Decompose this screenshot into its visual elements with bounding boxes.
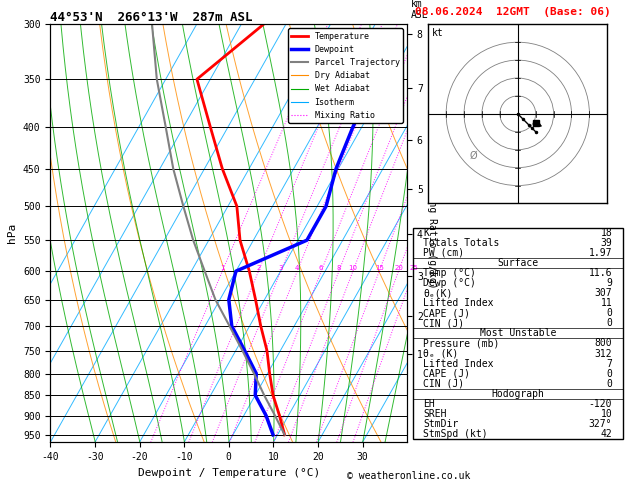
Text: 0: 0 [606, 308, 612, 318]
Text: Temp (°C): Temp (°C) [423, 268, 476, 278]
Text: 0: 0 [606, 379, 612, 389]
Text: CIN (J): CIN (J) [423, 379, 464, 389]
Text: 307: 307 [594, 288, 612, 298]
Text: 800: 800 [594, 338, 612, 348]
Text: Pressure (mb): Pressure (mb) [423, 338, 499, 348]
Text: PW (cm): PW (cm) [423, 248, 464, 258]
Text: CIN (J): CIN (J) [423, 318, 464, 329]
Text: Dewp (°C): Dewp (°C) [423, 278, 476, 288]
Text: Ø: Ø [469, 151, 477, 161]
Text: kt: kt [431, 28, 443, 38]
Text: Surface: Surface [497, 258, 538, 268]
Text: Totals Totals: Totals Totals [423, 238, 499, 248]
Text: 312: 312 [594, 348, 612, 359]
Text: StmDir: StmDir [423, 419, 459, 429]
Text: 0: 0 [606, 369, 612, 379]
Text: CAPE (J): CAPE (J) [423, 308, 470, 318]
Text: 2: 2 [256, 265, 260, 271]
Text: 4: 4 [295, 265, 299, 271]
Text: StmSpd (kt): StmSpd (kt) [423, 429, 488, 439]
Text: EH: EH [423, 399, 435, 409]
Text: Most Unstable: Most Unstable [479, 329, 556, 338]
Text: 25: 25 [409, 265, 418, 271]
Text: 1: 1 [220, 265, 225, 271]
Text: 8: 8 [337, 265, 341, 271]
Text: K: K [423, 228, 429, 238]
Text: 10: 10 [348, 265, 357, 271]
Text: 0: 0 [606, 318, 612, 329]
Text: 18: 18 [601, 228, 612, 238]
Text: © weatheronline.co.uk: © weatheronline.co.uk [347, 471, 470, 481]
Text: 08.06.2024  12GMT  (Base: 06): 08.06.2024 12GMT (Base: 06) [415, 7, 611, 17]
Text: 20: 20 [394, 265, 403, 271]
Legend: Temperature, Dewpoint, Parcel Trajectory, Dry Adiabat, Wet Adiabat, Isotherm, Mi: Temperature, Dewpoint, Parcel Trajectory… [288, 29, 403, 123]
Y-axis label: hPa: hPa [8, 223, 18, 243]
Text: 39: 39 [601, 238, 612, 248]
Text: Lifted Index: Lifted Index [423, 359, 494, 368]
Text: 44°53'N  266°13'W  287m ASL: 44°53'N 266°13'W 287m ASL [50, 11, 253, 24]
Text: 42: 42 [601, 429, 612, 439]
Text: 327°: 327° [589, 419, 612, 429]
X-axis label: Dewpoint / Temperature (°C): Dewpoint / Temperature (°C) [138, 468, 320, 478]
Text: CAPE (J): CAPE (J) [423, 369, 470, 379]
Text: Hodograph: Hodograph [491, 389, 544, 399]
Text: 9: 9 [606, 278, 612, 288]
Text: -120: -120 [589, 399, 612, 409]
Text: 7: 7 [606, 359, 612, 368]
Text: 1.97: 1.97 [589, 248, 612, 258]
Text: SREH: SREH [423, 409, 447, 419]
Text: 6: 6 [319, 265, 323, 271]
Text: θₑ (K): θₑ (K) [423, 348, 459, 359]
Text: 11: 11 [601, 298, 612, 308]
Text: θₑ(K): θₑ(K) [423, 288, 453, 298]
Text: km
ASL: km ASL [411, 0, 428, 20]
Y-axis label: Mixing Ratio (g/kg): Mixing Ratio (g/kg) [426, 177, 437, 289]
Text: 3: 3 [279, 265, 283, 271]
Text: 10: 10 [601, 409, 612, 419]
Text: 11.6: 11.6 [589, 268, 612, 278]
Text: 15: 15 [375, 265, 384, 271]
Text: Lifted Index: Lifted Index [423, 298, 494, 308]
